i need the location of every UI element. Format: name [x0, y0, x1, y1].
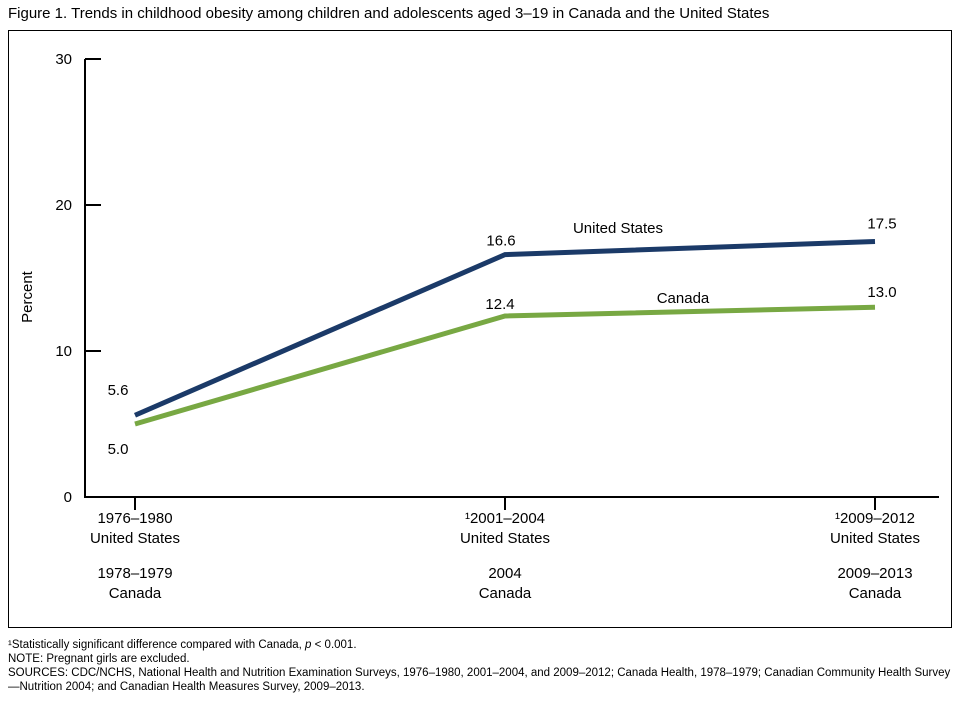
x-tick-label-canada: Canada: [849, 585, 902, 602]
y-tick-label: 10: [55, 343, 72, 360]
x-tick-label-us: United States: [830, 530, 920, 547]
y-tick-label: 20: [55, 197, 72, 214]
footnote-significance-text: ¹Statistically significant difference co…: [8, 639, 306, 651]
x-tick-label-us: ¹2001–2004: [465, 510, 545, 527]
y-tick-label: 0: [64, 489, 72, 506]
figure-title: Figure 1. Trends in childhood obesity am…: [8, 5, 770, 22]
x-tick-label-us: United States: [460, 530, 550, 547]
x-tick-label-us: ¹2009–2012: [835, 510, 915, 527]
data-label-united-states: 17.5: [867, 216, 896, 233]
obesity-trends-line-chart: 0 10 20 30 Percent 1976–1980 United States 1978…: [19, 51, 939, 602]
x-tick-label-canada: 1978–1979: [97, 565, 172, 582]
footnote-significance-p: p: [305, 639, 312, 651]
y-axis-title: Percent: [19, 270, 36, 323]
footnote-significance-tail: < 0.001.: [311, 639, 357, 651]
x-tick-label-canada: Canada: [479, 585, 532, 602]
series-line-canada: [134, 304, 876, 427]
footnote-note: NOTE: Pregnant girls are excluded.: [8, 653, 190, 666]
data-label-united-states: 5.6: [108, 382, 129, 399]
x-tick-label-canada: 2004: [488, 565, 521, 582]
x-tick-label-canada: 2009–2013: [837, 565, 912, 582]
x-tick-label-us: United States: [90, 530, 180, 547]
footnote-sources: SOURCES: CDC/NCHS, National Health and N…: [8, 667, 951, 694]
footnotes: ¹Statistically significant difference co…: [8, 638, 954, 694]
series-line-united-states: [134, 239, 876, 418]
data-label-canada: 5.0: [108, 441, 129, 458]
y-tick-label: 30: [55, 51, 72, 68]
x-tick-label-us: 1976–1980: [97, 510, 172, 527]
x-tick-label-canada: Canada: [109, 585, 162, 602]
chart-frame: 0 10 20 30 Percent 1976–1980 United States 1978…: [8, 30, 952, 628]
data-label-canada: 13.0: [867, 284, 896, 301]
series-name-label-canada: Canada: [657, 290, 710, 307]
footnote-significance: ¹Statistically significant difference co…: [8, 638, 954, 652]
data-label-canada: 12.4: [485, 296, 514, 313]
data-label-united-states: 16.6: [486, 233, 515, 250]
series-name-label-united-states: United States: [573, 220, 663, 237]
